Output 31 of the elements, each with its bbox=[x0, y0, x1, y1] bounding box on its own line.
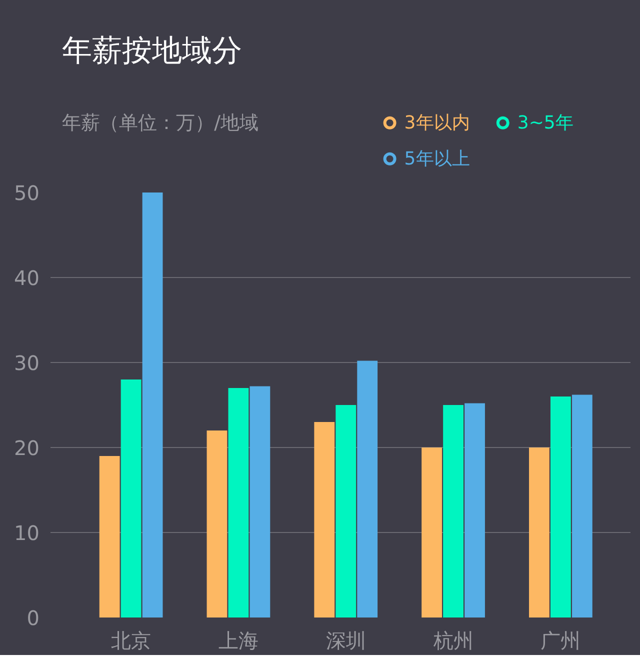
bar bbox=[422, 448, 442, 618]
legend-label: 3年以内 bbox=[404, 112, 470, 134]
chart-title: 年薪按地域分 bbox=[62, 33, 242, 68]
y-tick-label: 10 bbox=[14, 521, 40, 545]
bar bbox=[206, 430, 228, 618]
bar bbox=[250, 386, 270, 618]
x-tick-label: 杭州 bbox=[432, 628, 474, 652]
bar bbox=[142, 192, 163, 618]
legend-label: 5年以上 bbox=[404, 148, 470, 170]
legend-label: 3~5年 bbox=[517, 112, 574, 134]
bar bbox=[357, 360, 378, 618]
y-tick-label: 20 bbox=[14, 436, 40, 460]
y-tick-label: 0 bbox=[26, 606, 40, 630]
y-tick-label: 40 bbox=[14, 266, 40, 290]
x-tick-label: 广州 bbox=[540, 628, 581, 652]
bar bbox=[99, 456, 120, 618]
bar bbox=[336, 405, 356, 618]
bar bbox=[314, 422, 335, 618]
bar bbox=[550, 396, 571, 618]
bar bbox=[464, 403, 485, 618]
y-tick-label: 50 bbox=[14, 181, 40, 205]
bar bbox=[443, 405, 464, 618]
bar bbox=[572, 394, 592, 618]
y-axis-title: 年薪（单位：万）/地域 bbox=[62, 112, 259, 134]
x-tick-label: 深圳 bbox=[326, 628, 366, 652]
bar bbox=[120, 380, 142, 618]
x-tick-label: 上海 bbox=[218, 628, 258, 652]
y-tick-label: 30 bbox=[14, 351, 40, 375]
bar bbox=[529, 448, 550, 618]
bar bbox=[228, 388, 249, 618]
x-tick-label: 北京 bbox=[111, 628, 152, 652]
